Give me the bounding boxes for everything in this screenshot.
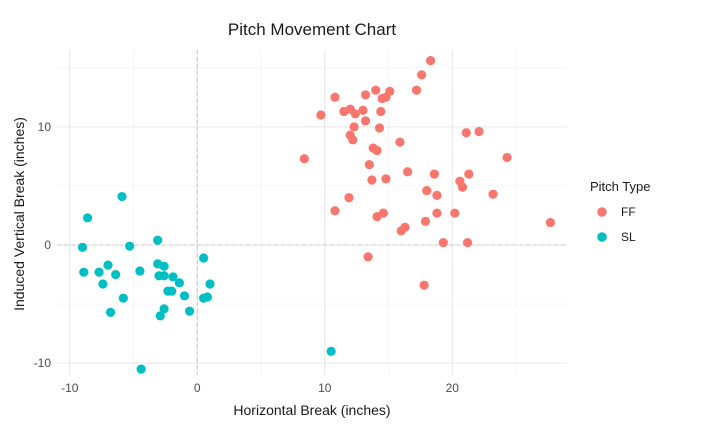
data-point-sl xyxy=(79,267,89,277)
legend-key-sl xyxy=(597,232,607,242)
data-point-sl xyxy=(155,311,165,321)
data-point-ff xyxy=(432,190,442,200)
data-point-sl xyxy=(117,191,127,202)
y-tick-label: 0 xyxy=(44,238,51,252)
data-point-ff xyxy=(429,169,439,179)
data-point-sl xyxy=(202,292,213,302)
data-point-sl xyxy=(105,307,116,317)
data-point-ff xyxy=(488,189,498,199)
data-point-ff xyxy=(364,160,374,170)
data-point-sl xyxy=(179,291,190,301)
data-point-ff xyxy=(348,135,358,145)
reference-lines xyxy=(57,50,567,375)
data-point-ff xyxy=(417,70,427,80)
data-point-ff xyxy=(363,252,373,262)
data-point-ff xyxy=(360,90,371,100)
data-point-ff xyxy=(372,145,382,156)
data-point-ff xyxy=(474,126,484,137)
data-point-ff xyxy=(381,92,391,102)
data-point-sl xyxy=(111,269,121,280)
data-point-ff xyxy=(461,128,471,138)
tick-labels-layer: -10 0 10 20 -10 0 10 xyxy=(34,120,460,395)
y-tick-label: -10 xyxy=(34,356,52,370)
data-point-sl xyxy=(136,364,146,374)
data-point-ff xyxy=(545,217,556,228)
data-point-ff xyxy=(349,122,359,132)
data-point-ff xyxy=(376,106,386,117)
data-point-sl xyxy=(98,279,108,289)
data-point-ff xyxy=(432,208,442,218)
x-tick-label: -10 xyxy=(61,381,79,395)
data-point-ff xyxy=(381,174,391,184)
data-point-sl xyxy=(205,279,215,289)
data-point-sl xyxy=(159,261,169,271)
y-axis-title: Induced Vertical Break (inches) xyxy=(11,117,27,311)
data-point-sl xyxy=(83,213,93,223)
data-point-ff xyxy=(367,175,377,185)
data-point-sl xyxy=(168,272,178,282)
data-point-ff xyxy=(502,152,512,163)
legend: Pitch Type FF SL xyxy=(590,179,650,244)
data-point-sl xyxy=(118,293,128,303)
data-point-sl xyxy=(326,346,336,356)
data-point-ff xyxy=(457,182,468,192)
x-axis-title: Horizontal Break (inches) xyxy=(233,402,390,418)
data-point-ff xyxy=(360,116,371,126)
data-point-ff xyxy=(339,106,349,117)
legend-items: FF SL xyxy=(597,205,636,244)
legend-title: Pitch Type xyxy=(590,179,650,194)
x-tick-label: 0 xyxy=(194,381,201,395)
grid-layer xyxy=(57,50,567,375)
data-point-sl xyxy=(135,266,145,276)
data-point-ff xyxy=(419,280,429,290)
data-point-ff xyxy=(316,110,326,120)
data-point-sl xyxy=(125,241,135,251)
data-point-sl xyxy=(77,242,88,252)
data-point-ff xyxy=(403,167,413,177)
data-point-ff xyxy=(438,238,448,248)
data-point-ff xyxy=(371,85,381,95)
legend-key-ff xyxy=(597,207,607,217)
data-point-sl xyxy=(103,260,113,270)
data-point-ff xyxy=(344,193,354,203)
legend-label-ff: FF xyxy=(621,205,636,219)
data-point-ff xyxy=(358,105,368,115)
data-point-ff xyxy=(450,208,460,218)
data-point-sl xyxy=(153,235,163,245)
y-tick-label: 10 xyxy=(38,120,52,134)
data-point-sl xyxy=(167,286,177,296)
data-point-ff xyxy=(400,222,410,232)
data-point-sl xyxy=(199,253,209,263)
data-point-ff xyxy=(425,56,436,66)
data-point-ff xyxy=(378,208,388,218)
chart-title: Pitch Movement Chart xyxy=(228,20,396,39)
data-point-ff xyxy=(462,238,473,248)
data-point-ff xyxy=(411,85,422,95)
data-point-ff xyxy=(422,186,432,196)
legend-label-sl: SL xyxy=(621,230,636,244)
data-point-ff xyxy=(420,216,431,226)
data-point-ff xyxy=(395,137,405,147)
data-point-sl xyxy=(159,304,169,314)
data-point-ff xyxy=(374,123,385,133)
data-point-sl xyxy=(94,267,104,277)
data-point-ff xyxy=(330,92,340,102)
x-tick-label: 10 xyxy=(318,381,332,395)
data-point-ff xyxy=(350,109,360,119)
data-point-ff xyxy=(330,206,340,216)
data-point-sl xyxy=(174,278,184,288)
data-point-ff xyxy=(299,154,309,164)
data-point-ff xyxy=(464,169,474,179)
data-points-layer xyxy=(77,56,556,374)
data-point-sl xyxy=(159,271,169,281)
x-tick-label: 20 xyxy=(446,381,460,395)
data-point-sl xyxy=(185,306,195,316)
